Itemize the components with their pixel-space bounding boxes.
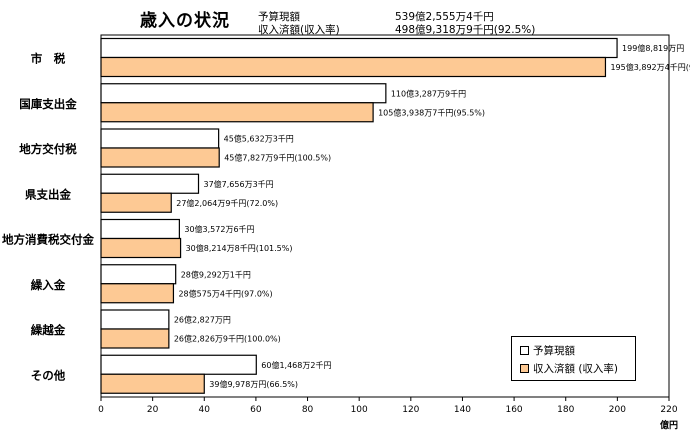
data-label-received: 195億3,892万4千円(97.8%) — [610, 62, 690, 72]
data-label-budget: 45億5,632万3千円 — [224, 134, 294, 144]
summary-received-value: 498億9,318万9千円(92.5%) — [395, 24, 536, 36]
x-axis-unit-label: 億円 — [660, 419, 678, 431]
x-tick-label: 220 — [660, 405, 677, 415]
category-label: 国庫支出金 — [19, 97, 77, 111]
x-tick-label: 200 — [609, 405, 626, 415]
bar-received — [100, 56, 607, 78]
x-tick-label: 20 — [147, 405, 159, 415]
category-label: 繰入金 — [31, 278, 66, 292]
data-label-budget: 30億3,572万6千円 — [184, 224, 254, 234]
x-tick-label: 140 — [454, 405, 471, 415]
data-label-budget: 110億3,287万9千円 — [391, 88, 466, 98]
data-label-received: 28億575万4千円(97.0%) — [178, 288, 272, 298]
chart-title: 歳入の状況 — [140, 11, 230, 31]
category-label: 市 税 — [31, 52, 66, 66]
legend-swatch-budget — [520, 346, 529, 355]
data-label-budget: 199億8,819万円 — [622, 43, 684, 53]
x-tick-label: 40 — [199, 405, 211, 415]
bar-budget — [100, 128, 220, 149]
bar-received — [100, 192, 172, 213]
bar-budget — [100, 309, 170, 330]
data-label-received: 30億8,214万8千円(101.5%) — [186, 243, 293, 253]
data-label-received: 39億9,978万円(66.5%) — [209, 379, 298, 389]
bar-budget — [100, 173, 200, 194]
category-label: その他 — [31, 368, 66, 382]
summary-budget-value: 539億2,555万4千円 — [395, 11, 494, 23]
x-tick-label: 60 — [250, 405, 262, 415]
x-tick-label: 160 — [505, 405, 522, 415]
category-label: 繰越金 — [31, 323, 66, 337]
data-label-budget: 37億7,656万3千円 — [204, 179, 274, 189]
bar-received — [100, 328, 170, 349]
summary-budget-label: 予算現額 — [258, 11, 300, 23]
bar-received — [100, 102, 374, 123]
legend-swatch-received — [520, 364, 529, 373]
x-tick-label: 80 — [302, 405, 314, 415]
bar-received — [100, 147, 220, 168]
category-label: 地方交付税 — [19, 142, 77, 156]
data-label-budget: 60億1,468万2千円 — [261, 360, 331, 370]
bar-budget — [100, 83, 387, 104]
legend-label-budget: 予算現額 — [533, 345, 575, 357]
chart-legend: 予算現額 収入済額 (収入率) — [511, 336, 636, 381]
x-tick-label: 180 — [557, 405, 574, 415]
x-tick-label: 0 — [98, 405, 104, 415]
data-label-budget: 28億9,292万1千円 — [181, 269, 251, 279]
category-label: 地方消費税交付金 — [2, 233, 94, 247]
data-label-received: 27億2,064万9千円(72.0%) — [176, 198, 278, 208]
x-tick-label: 100 — [351, 405, 368, 415]
legend-item-budget: 予算現額 — [520, 343, 575, 358]
bar-budget — [100, 37, 618, 59]
bar-received — [100, 237, 182, 259]
legend-label-received: 収入済額 (収入率) — [533, 363, 619, 375]
bar-received — [100, 283, 175, 304]
data-label-received: 26億2,826万9千円(100.0%) — [174, 334, 281, 344]
x-tick-label: 120 — [402, 405, 419, 415]
category-label: 県支出金 — [25, 187, 71, 201]
summary-received-label: 収入済額(収入率) — [258, 24, 340, 36]
bar-budget — [100, 354, 257, 375]
data-label-received: 45億7,827万9千円(100.5%) — [224, 153, 331, 163]
data-label-budget: 26億2,827万円 — [174, 315, 231, 325]
bar-budget — [100, 264, 177, 285]
legend-item-received: 収入済額 (収入率) — [520, 361, 618, 376]
bar-budget — [100, 218, 180, 240]
bar-received — [100, 373, 205, 394]
data-label-received: 105億3,938万7千円(95.5%) — [378, 107, 485, 117]
